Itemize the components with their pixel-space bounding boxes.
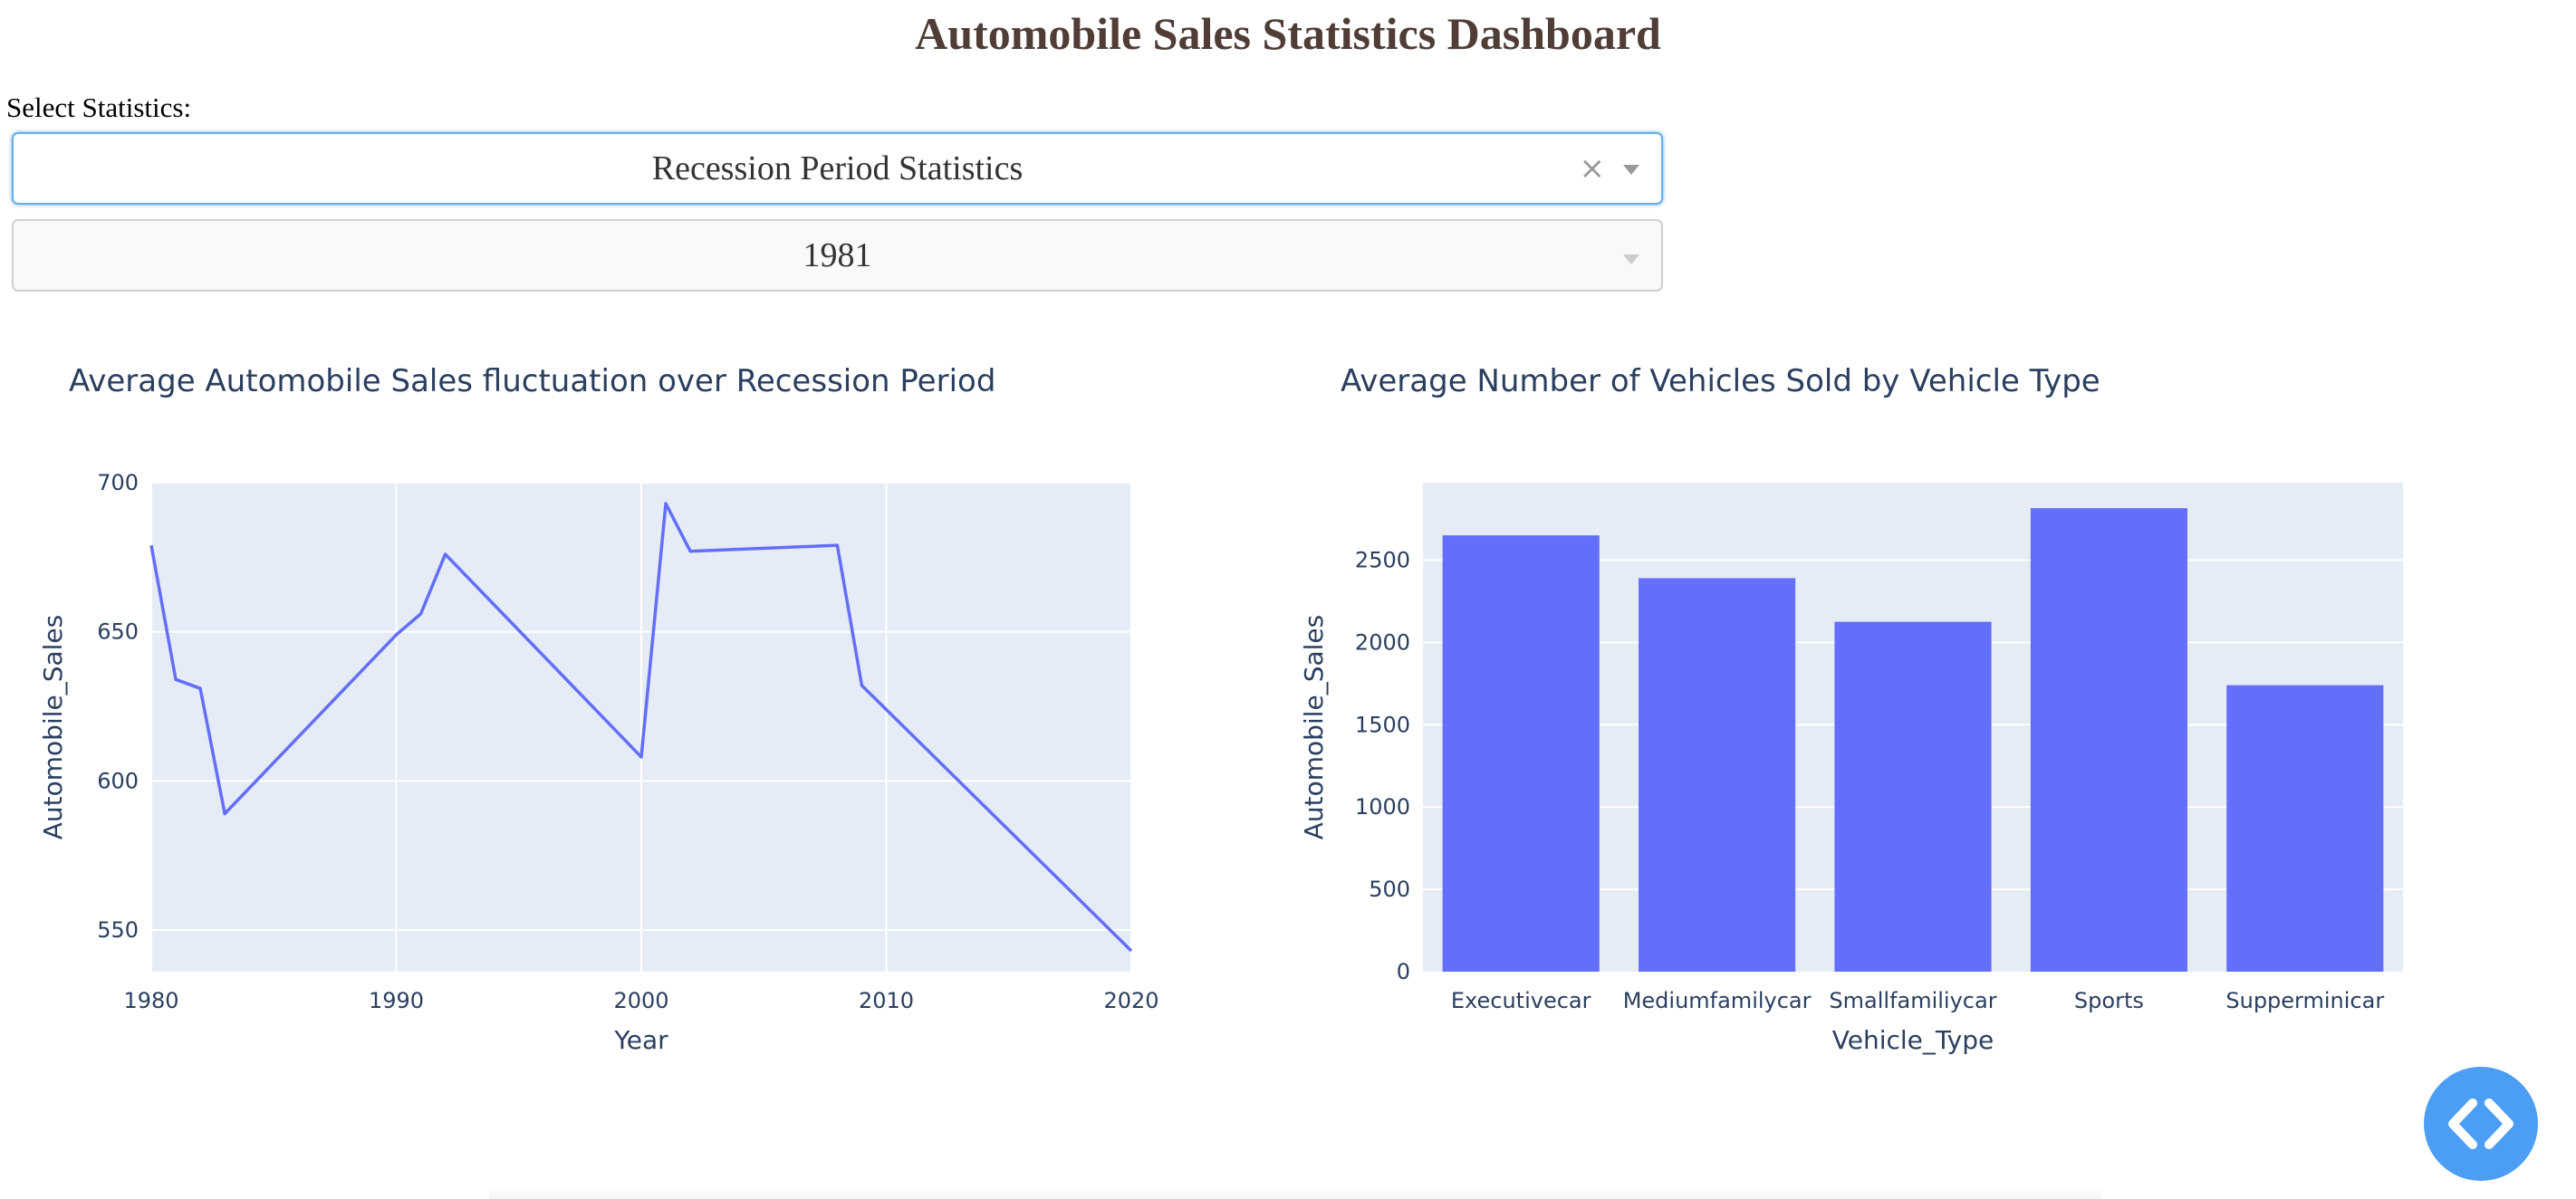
x-tick-label: 2010: [859, 988, 914, 1013]
chevron-down-icon[interactable]: [1623, 254, 1639, 264]
select-statistics-label: Select Statistics:: [6, 91, 192, 123]
clear-icon[interactable]: ×: [1579, 150, 1606, 187]
statistics-dropdown[interactable]: Recession Period Statistics ×: [12, 132, 1663, 205]
year-dropdown[interactable]: 1981: [12, 219, 1663, 292]
y-tick-label: 1500: [1355, 712, 1410, 737]
bar-chart[interactable]: 0 500 1000 1500 2000 2500 Executivecar Mediumfa…: [1268, 326, 2576, 1078]
x-axis-title: Vehicle_Type: [1832, 1025, 1994, 1055]
y-tick-label: 550: [97, 917, 139, 943]
bottom-shadow: [489, 1186, 2101, 1199]
y-tick-label: 650: [97, 619, 139, 645]
x-tick-label: Executivecar: [1451, 988, 1591, 1013]
chart-title: Average Automobile Sales fluctuation ove…: [69, 363, 995, 399]
x-tick-label: 1990: [369, 988, 424, 1013]
chevron-down-icon[interactable]: [1623, 165, 1639, 175]
code-icon: [2448, 1098, 2514, 1149]
bar-executivecar: [1442, 535, 1600, 972]
y-tick-label: 700: [97, 470, 139, 495]
y-tick-label: 1000: [1355, 794, 1410, 820]
bar-mediumfamilycar: [1639, 578, 1796, 972]
x-tick-label: Supperminicar: [2225, 988, 2384, 1013]
bar-supperminicar: [2226, 685, 2384, 972]
x-tick-label: Mediumfamilycar: [1623, 988, 1812, 1013]
y-axis-title: Automobile_Sales: [38, 615, 68, 840]
bar-smallfamiliycar: [1834, 621, 1992, 972]
statistics-dropdown-value: Recession Period Statistics: [651, 149, 1024, 187]
chart-title: Average Number of Vehicles Sold by Vehic…: [1341, 363, 2100, 399]
bar-sports: [2030, 508, 2187, 972]
x-tick-label: 1980: [123, 988, 178, 1013]
y-tick-label: 0: [1397, 959, 1410, 984]
x-tick-label: Sports: [2074, 988, 2144, 1013]
y-tick-label: 2500: [1355, 547, 1410, 572]
code-toggle-button[interactable]: [2424, 1067, 2538, 1181]
year-dropdown-value: 1981: [803, 236, 872, 274]
line-chart[interactable]: 1980 1990 2000 2010 2020 550 600 650 700 Average …: [0, 326, 1268, 1078]
y-tick-label: 600: [97, 768, 139, 793]
x-tick-label: Smallfamiliycar: [1829, 988, 1996, 1013]
x-tick-label: 2020: [1103, 988, 1158, 1013]
y-tick-label: 2000: [1355, 629, 1410, 655]
x-axis-title: Year: [613, 1025, 668, 1055]
y-tick-label: 500: [1369, 877, 1410, 902]
sales-line: [149, 502, 1133, 953]
x-tick-label: 2000: [613, 988, 668, 1013]
page-title: Automobile Sales Statistics Dashboard: [915, 8, 1661, 59]
y-axis-title: Automobile_Sales: [1299, 615, 1329, 840]
